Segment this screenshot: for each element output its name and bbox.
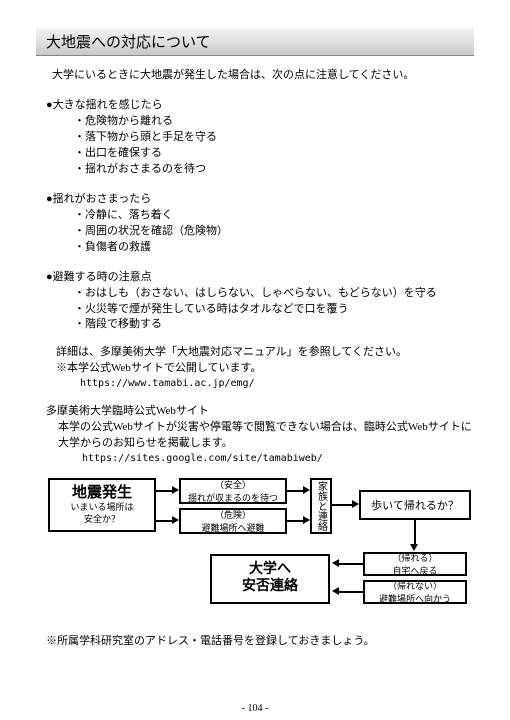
- flow-arrow: [338, 591, 363, 593]
- flow-label: 地震発生: [72, 484, 132, 502]
- section-head: ●避難する時の注意点: [46, 268, 474, 284]
- detail-head: 多摩美術大学臨時公式Webサイト: [46, 404, 474, 420]
- flow-arrow: [414, 520, 416, 546]
- list-item: ・おはしも（おさない、はしらない、しゃべらない、もどらない）を守る: [74, 286, 474, 302]
- list-item: ・揺れがおさまるのを待つ: [74, 162, 474, 178]
- detail-line: ※本学公式Webサイトで公開しています。: [56, 361, 474, 377]
- flow-box-safe: （安全） 揺れが収まるのを待つ: [179, 478, 287, 504]
- bullet-list: ・危険物から離れる ・落下物から頭と手足を守る ・出口を確保する ・揺れがおさま…: [74, 114, 474, 178]
- arrowhead-icon: [332, 559, 339, 567]
- arrowhead-icon: [332, 587, 339, 595]
- detail-tempsite: 多摩美術大学臨時公式Webサイト 本学の公式Webサイトが災害や停電等で閲覧でき…: [46, 404, 474, 466]
- flow-arrow: [332, 504, 354, 506]
- page-title: 大地震への対応について: [36, 28, 474, 56]
- section-head: ●揺れがおさまったら: [46, 190, 474, 206]
- flow-box-danger: （危険） 避難場所へ避難: [179, 508, 287, 534]
- flow-label: （安全）: [215, 478, 251, 491]
- flow-sublabel: いまいる場所は安全か？: [70, 502, 133, 525]
- section-after: ●揺れがおさまったら ・冷静に、落ち着く ・周囲の状況を確認（危険物） ・負傷者…: [46, 190, 474, 256]
- intro-text: 大学にいるときに大地震が発生した場合は、次の点に注意してください。: [52, 66, 474, 82]
- section-head: ●大きな揺れを感じたら: [46, 96, 474, 112]
- page-number: - 104 -: [0, 703, 510, 714]
- arrowhead-icon: [172, 486, 179, 494]
- flowchart: 地震発生 いまいる場所は安全か？ （安全） 揺れが収まるのを待つ （危険） 避難…: [36, 478, 474, 618]
- url-text: https://www.tamabi.ac.jp/emg/: [80, 377, 474, 392]
- flow-sublabel: 避難場所へ向かう: [379, 592, 451, 605]
- detail-manual: 詳細は、多摩美術大学「大地震対応マニュアル」を参照してください。 ※本学公式We…: [56, 345, 474, 391]
- arrowhead-icon: [303, 486, 310, 494]
- flow-label: （帰れない）: [388, 579, 442, 592]
- list-item: ・危険物から離れる: [74, 114, 474, 130]
- flow-box-return: （帰れる） 自宅へ戻る: [363, 552, 467, 576]
- flow-label: （危険）: [215, 508, 251, 521]
- flow-sublabel: 避難場所へ避難: [201, 521, 264, 534]
- list-item: ・出口を確保する: [74, 146, 474, 162]
- url-text: https://sites.google.com/site/tamabiweb/: [82, 452, 474, 467]
- arrowhead-icon: [410, 544, 418, 551]
- footnote: ※所属学科研究室のアドレス・電話番号を登録しておきましょう。: [46, 632, 474, 648]
- flow-box-report: 大学へ安否連絡: [210, 554, 330, 604]
- flow-label: 歩いて帰れるか？: [371, 497, 459, 513]
- detail-line: 本学の公式Webサイトが災害や停電等で閲覧できない場合は、臨時公式Webサイトに…: [58, 420, 474, 452]
- bullet-list: ・冷静に、落ち着く ・周囲の状況を確認（危険物） ・負傷者の救護: [74, 208, 474, 256]
- list-item: ・周囲の状況を確認（危険物）: [74, 224, 474, 240]
- flow-box-noreturn: （帰れない） 避難場所へ向かう: [363, 580, 467, 604]
- bullet-list: ・おはしも（おさない、はしらない、しゃべらない、もどらない）を守る ・火災等で煙…: [74, 286, 474, 334]
- list-item: ・冷静に、落ち着く: [74, 208, 474, 224]
- arrowhead-icon: [303, 516, 310, 524]
- flow-label: 大学へ安否連絡: [242, 562, 298, 596]
- flow-box-earthquake: 地震発生 いまいる場所は安全か？: [48, 478, 156, 532]
- detail-line: 詳細は、多摩美術大学「大地震対応マニュアル」を参照してください。: [56, 345, 474, 361]
- arrowhead-icon: [352, 500, 359, 508]
- list-item: ・階段で移動する: [74, 317, 474, 333]
- flow-label: （帰れる）: [392, 551, 437, 564]
- flow-box-walk: 歩いて帰れるか？: [359, 490, 471, 520]
- flow-arrow: [338, 563, 363, 565]
- flow-sublabel: 自宅へ戻る: [392, 564, 437, 577]
- flow-label: 家族と連絡: [314, 481, 329, 531]
- flow-box-family: 家族と連絡: [310, 478, 332, 534]
- list-item: ・火災等で煙が発生している時はタオルなどで口を覆う: [74, 302, 474, 318]
- section-evac: ●避難する時の注意点 ・おはしも（おさない、はしらない、しゃべらない、もどらない…: [46, 268, 474, 334]
- arrowhead-icon: [172, 516, 179, 524]
- flow-sublabel: 揺れが収まるのを待つ: [188, 491, 278, 504]
- list-item: ・落下物から頭と手足を守る: [74, 130, 474, 146]
- list-item: ・負傷者の救護: [74, 240, 474, 256]
- section-shake: ●大きな揺れを感じたら ・危険物から離れる ・落下物から頭と手足を守る ・出口を…: [46, 96, 474, 178]
